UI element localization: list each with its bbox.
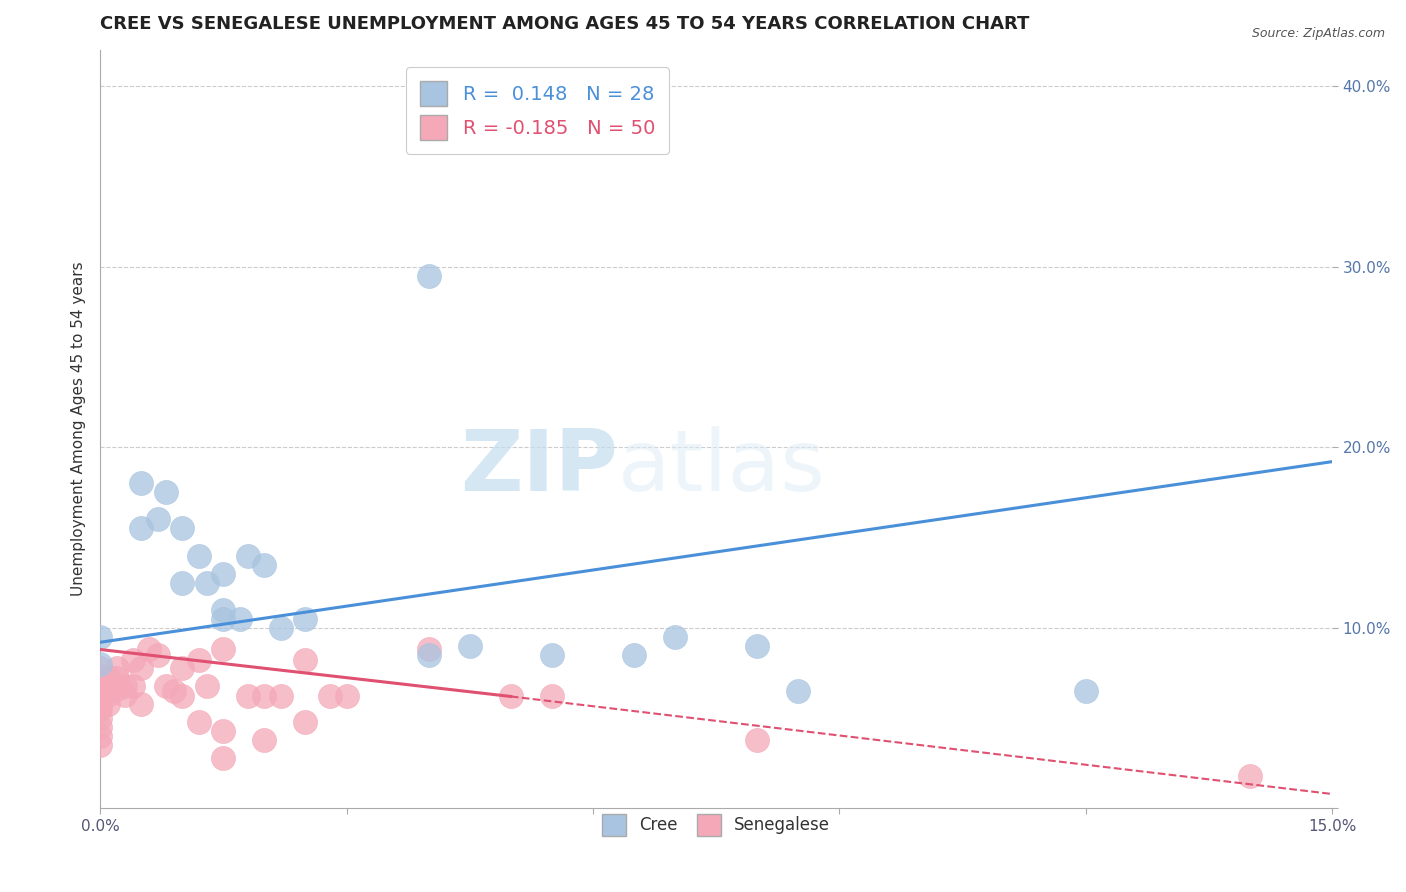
Point — [187, 549, 209, 563]
Point — [418, 648, 440, 662]
Legend: Cree, Senegalese: Cree, Senegalese — [592, 805, 839, 846]
Text: Source: ZipAtlas.com: Source: ZipAtlas.com — [1251, 27, 1385, 40]
Text: atlas: atlas — [617, 425, 825, 508]
Point — [458, 639, 481, 653]
Point — [212, 612, 235, 626]
Text: CREE VS SENEGALESE UNEMPLOYMENT AMONG AGES 45 TO 54 YEARS CORRELATION CHART: CREE VS SENEGALESE UNEMPLOYMENT AMONG AG… — [100, 15, 1029, 33]
Point — [114, 688, 136, 702]
Point — [97, 688, 120, 702]
Point — [172, 660, 194, 674]
Point — [294, 653, 316, 667]
Point — [540, 690, 562, 704]
Point — [129, 521, 152, 535]
Point — [253, 690, 276, 704]
Point — [212, 566, 235, 581]
Point — [172, 575, 194, 590]
Point — [294, 612, 316, 626]
Point — [195, 679, 218, 693]
Point — [114, 679, 136, 693]
Point — [105, 682, 128, 697]
Point — [97, 679, 120, 693]
Point — [212, 642, 235, 657]
Point — [540, 648, 562, 662]
Point — [89, 679, 111, 693]
Point — [212, 603, 235, 617]
Point — [270, 690, 292, 704]
Point — [89, 729, 111, 743]
Point — [187, 714, 209, 729]
Point — [253, 558, 276, 572]
Point — [138, 642, 160, 657]
Point — [129, 660, 152, 674]
Point — [787, 684, 810, 698]
Point — [187, 653, 209, 667]
Point — [129, 476, 152, 491]
Point — [89, 675, 111, 690]
Point — [294, 714, 316, 729]
Point — [236, 690, 259, 704]
Point — [212, 723, 235, 738]
Point — [418, 642, 440, 657]
Point — [89, 711, 111, 725]
Point — [89, 702, 111, 716]
Point — [89, 657, 111, 671]
Point — [89, 670, 111, 684]
Point — [172, 690, 194, 704]
Point — [418, 268, 440, 283]
Point — [122, 653, 145, 667]
Point — [105, 660, 128, 674]
Text: ZIP: ZIP — [460, 425, 617, 508]
Point — [499, 690, 522, 704]
Point — [172, 521, 194, 535]
Point — [195, 575, 218, 590]
Point — [155, 679, 177, 693]
Point — [1074, 684, 1097, 698]
Point — [582, 133, 605, 147]
Point — [335, 690, 357, 704]
Point — [89, 738, 111, 752]
Point — [747, 732, 769, 747]
Point — [97, 670, 120, 684]
Point — [270, 621, 292, 635]
Point — [89, 684, 111, 698]
Point — [212, 751, 235, 765]
Point — [129, 697, 152, 711]
Point — [664, 630, 686, 644]
Point — [89, 690, 111, 704]
Point — [89, 697, 111, 711]
Point — [97, 697, 120, 711]
Point — [253, 732, 276, 747]
Point — [146, 512, 169, 526]
Point — [163, 684, 186, 698]
Point — [236, 549, 259, 563]
Point — [89, 720, 111, 734]
Point — [89, 660, 111, 674]
Point — [229, 612, 252, 626]
Point — [105, 672, 128, 686]
Point — [146, 648, 169, 662]
Point — [319, 690, 342, 704]
Point — [155, 485, 177, 500]
Point — [747, 639, 769, 653]
Point — [623, 648, 645, 662]
Point — [122, 679, 145, 693]
Point — [89, 630, 111, 644]
Y-axis label: Unemployment Among Ages 45 to 54 years: Unemployment Among Ages 45 to 54 years — [72, 262, 86, 597]
Point — [1239, 769, 1261, 783]
